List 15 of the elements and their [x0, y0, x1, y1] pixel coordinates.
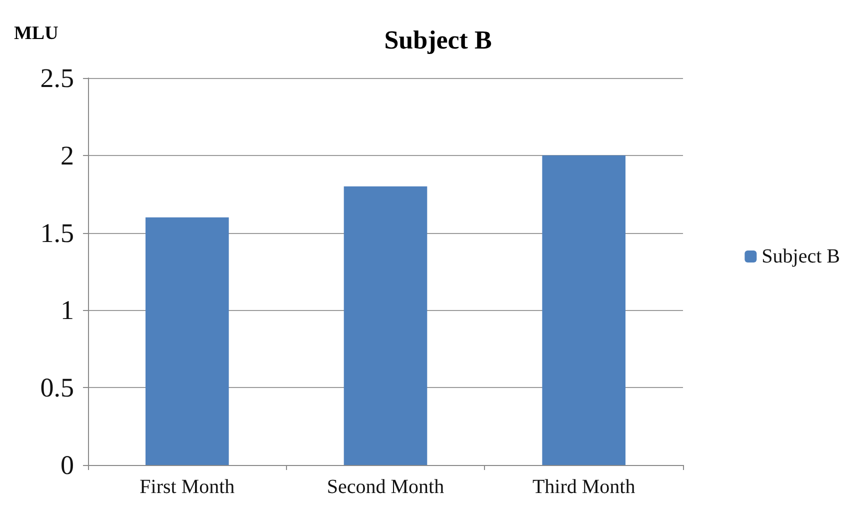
y-tick-label: 0.5 [40, 372, 74, 403]
y-tick-label: 1 [60, 295, 74, 326]
y-tick-label: 0 [60, 450, 74, 480]
x-tick-label: Third Month [532, 476, 636, 498]
x-tick-label: First Month [140, 476, 235, 498]
y-tick-label: 2.5 [40, 63, 74, 93]
bar [344, 186, 428, 465]
x-tick-label: Second Month [326, 476, 444, 498]
y-axis-title: MLU [14, 23, 59, 44]
y-tick-label: 1.5 [40, 218, 74, 248]
bar [146, 217, 229, 465]
chart-title: Subject B [384, 26, 492, 54]
bar [542, 155, 626, 465]
legend-label: Subject B [762, 246, 840, 268]
y-tick-label: 2 [60, 140, 74, 170]
